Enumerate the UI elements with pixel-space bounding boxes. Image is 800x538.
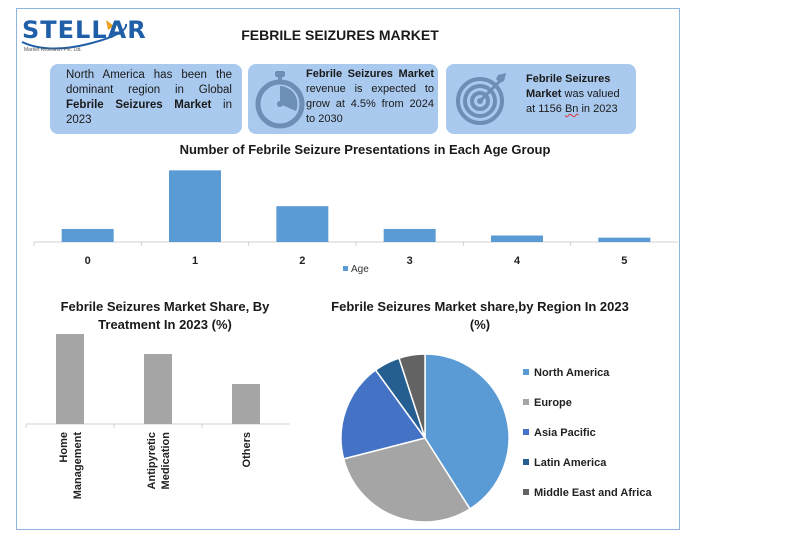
info1-bold: Febrile Seizures Market [66,99,212,111]
stopwatch-icon [255,71,305,129]
treatment-bar [144,354,172,424]
treatment-tick-label-line: Antipyretic [146,432,158,489]
pie-legend-label: Europe [534,397,572,409]
info2-bold: Febrile Seizures Market [306,68,434,80]
age-bar-chart: 0 1 2 3 4 5 Age [33,170,678,275]
pie-slice [342,437,472,523]
age-bar-0 [61,228,114,242]
age-chart-title: Number of Febrile Seizure Presentations … [179,142,551,157]
info2-text-after: revenue is expected to grow at 4.5% from… [306,83,434,125]
age-bar-1 [169,170,221,242]
info3-text-middle: was valued at 1156 [526,88,620,115]
region-chart-title: Febrile Seizures Market share,by Region … [331,299,629,332]
info-box-dominant-region: North America has been the dominant regi… [50,64,242,134]
pie-legend-swatch [523,489,529,495]
stellar-logo: STELLAR Market Research Pvt. Ltd. [18,14,146,56]
info3-text-after: in 2023 [578,103,618,115]
pie-legend-swatch [523,459,529,465]
info-box-market-value: Febrile Seizures Market was valued at 11… [446,64,636,134]
info3-unit: Bn [564,103,579,115]
info3-bold: Febrile Seizures Market [526,73,611,100]
pie-legend-label: Asia Pacific [534,427,596,439]
target-icon [456,73,506,125]
treatment-tick-label: Others [241,432,253,467]
page-title: FEBRILE SEIZURES MARKET [241,27,439,43]
treatment-tick-label-line: Medication [160,432,172,490]
treatment-tick-label: Antipyretic Medication [146,432,172,490]
age-legend-swatch [343,266,348,271]
treatment-tick-label-line: Home [58,432,70,463]
pie-slice [340,368,427,460]
age-tick-label: 5 [621,255,627,267]
age-bar-5 [598,237,651,242]
logo-subtext: Market Research Pvt. Ltd. [24,47,82,53]
age-bar-4 [491,235,543,242]
pie-legend-label: Latin America [534,457,607,469]
age-bar-3 [383,228,436,242]
logo-text: STELLAR [22,16,147,44]
treatment-tick-label: Home Management [58,432,84,500]
info1-text-before: North America has been the dominant regi… [66,69,232,96]
pie-legend-swatch [523,429,529,435]
treatment-bar [56,334,84,424]
pie-legend-label: North America [534,367,610,379]
pie-legend-label: Middle East and Africa [534,487,652,499]
age-tick-label: 1 [192,255,198,267]
age-legend-label: Age [351,264,369,275]
age-tick-label: 4 [514,255,521,267]
pie-slice [398,353,426,439]
treatment-bar [232,384,260,424]
pie-legend-swatch [523,399,529,405]
treatment-bar-chart: Home Management Antipyretic Medication Other… [25,334,290,500]
region-pie-chart: North America Europe Asia Pacific Latin Ame… [340,353,652,523]
info1-text-after: in 2023 [66,99,232,126]
age-tick-label: 0 [85,255,91,267]
treatment-tick-label-line: Management [72,432,84,500]
age-tick-label: 3 [407,255,413,267]
treatment-tick-label-line: Others [241,432,253,467]
age-bar-2 [276,206,329,242]
info-box-growth-rate: Febrile Seizures Market revenue is expec… [248,64,438,134]
treatment-chart-title: Febrile Seizures Market Share, By Treatm… [60,299,270,332]
age-tick-label: 2 [299,255,305,267]
logo-swoosh-icon [21,20,128,50]
pie-legend-swatch [523,369,529,375]
